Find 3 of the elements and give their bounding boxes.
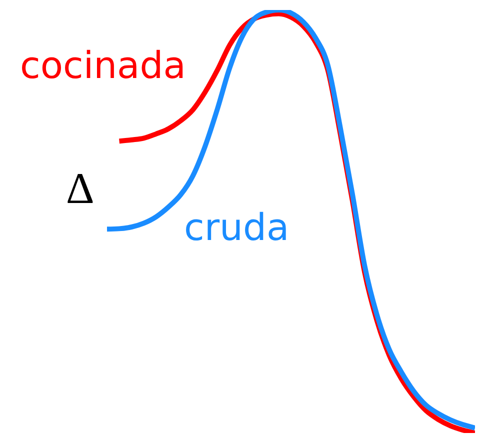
series-label: cocinada [20, 44, 186, 87]
text: Δ [66, 164, 94, 213]
series-label: cruda [184, 206, 290, 249]
